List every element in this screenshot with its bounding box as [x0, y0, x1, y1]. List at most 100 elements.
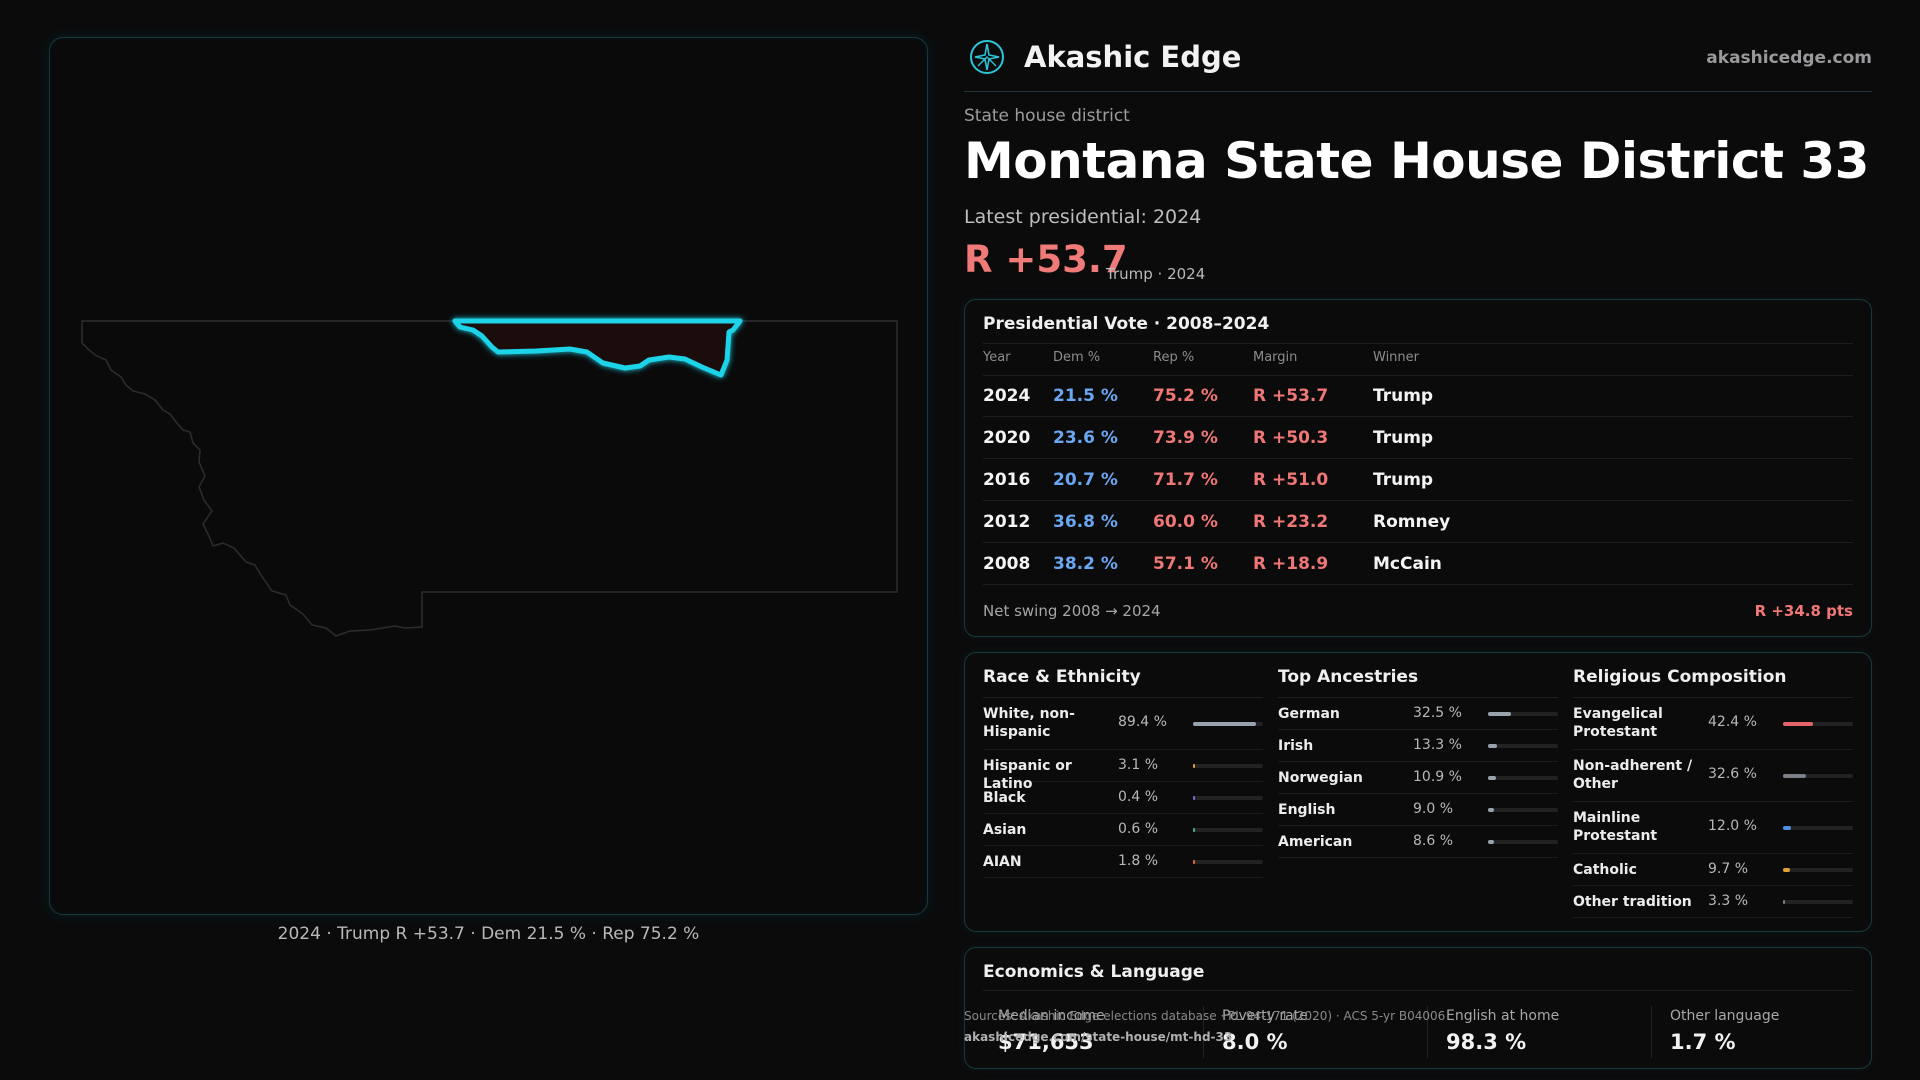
cell-winner: McCain — [1373, 554, 1442, 574]
item-label: AIAN — [983, 854, 1022, 870]
percent-bar — [1783, 826, 1853, 830]
list-item: English 9.0 % — [1278, 794, 1558, 826]
percent-bar-fill — [1783, 900, 1786, 904]
table-row: 2024 21.5 % 75.2 % R +53.7 Trump — [983, 375, 1853, 417]
cell-margin: R +51.0 — [1253, 470, 1329, 490]
item-label: Evangelical Protestant — [1573, 706, 1663, 740]
table-row: 2008 38.2 % 57.1 % R +18.9 McCain — [983, 543, 1853, 585]
percent-bar — [1193, 764, 1263, 768]
map-caption: 2024 · Trump R +53.7 · Dem 21.5 % · Rep … — [277, 924, 700, 944]
cell-dem: 20.7 % — [1053, 470, 1118, 490]
item-value: 89.4 % — [1118, 714, 1167, 730]
brand-name: Akashic Edge — [1024, 40, 1242, 74]
table-row: 2020 23.6 % 73.9 % R +50.3 Trump — [983, 417, 1853, 459]
list-item: White, non-Hispanic 89.4 % — [983, 698, 1263, 750]
item-label: American — [1278, 834, 1353, 850]
item-value: 9.7 % — [1708, 861, 1749, 877]
sources-footer: Sources: Akashic Edge elections database… — [964, 1006, 1445, 1048]
divider — [1278, 697, 1558, 698]
percent-bar — [1488, 712, 1558, 716]
list-item: Norwegian 10.9 % — [1278, 762, 1558, 794]
divider — [1203, 1006, 1204, 1058]
economics-card: Economics & Language Median income $71,65… — [964, 947, 1872, 1069]
cell-rep: 71.7 % — [1153, 470, 1218, 490]
percent-bar-fill — [1193, 722, 1256, 726]
list-item: Irish 13.3 % — [1278, 730, 1558, 762]
percent-bar — [1783, 868, 1853, 872]
cell-winner: Trump — [1373, 386, 1434, 406]
brand-url-link[interactable]: akashicedge.com — [1706, 48, 1872, 68]
percent-bar — [1783, 722, 1853, 726]
list-item: Mainline Protestant 12.0 % — [1573, 802, 1853, 854]
stat-cell: Other language 1.7 % — [1655, 1008, 1865, 1064]
cell-year: 2024 — [983, 386, 1031, 406]
item-value: 10.9 % — [1413, 769, 1462, 785]
cell-year: 2008 — [983, 554, 1031, 574]
percent-bar-fill — [1783, 774, 1806, 778]
cell-rep: 75.2 % — [1153, 386, 1218, 406]
percent-bar-fill — [1193, 828, 1195, 832]
district-map[interactable] — [50, 38, 929, 916]
cell-year: 2020 — [983, 428, 1031, 448]
percent-bar-fill — [1488, 712, 1511, 716]
item-value: 3.3 % — [1708, 893, 1749, 909]
race-ethnicity-section: Race & Ethnicity White, non-Hispanic 89.4… — [983, 653, 1263, 931]
cell-winner: Trump — [1373, 470, 1434, 490]
sources-line: Sources: Akashic Edge elections database… — [964, 1009, 1446, 1023]
sources-url-link[interactable]: akashicedge.com/state-house/mt-hd-33 — [964, 1030, 1233, 1044]
cell-rep: 73.9 % — [1153, 428, 1218, 448]
percent-bar-fill — [1488, 840, 1495, 844]
item-label: White, non-Hispanic — [983, 706, 1075, 740]
cell-dem: 36.8 % — [1053, 512, 1118, 532]
stat-value: 8.0 % — [1222, 1030, 1288, 1054]
religion-title: Religious Composition — [1573, 667, 1787, 687]
percent-bar-fill — [1783, 868, 1790, 872]
cell-winner: Trump — [1373, 428, 1434, 448]
percent-bar-fill — [1488, 776, 1496, 780]
table-row: 2016 20.7 % 71.7 % R +51.0 Trump — [983, 459, 1853, 501]
col-header-dem: Dem % — [1053, 350, 1101, 365]
presidential-vote-title: Presidential Vote · 2008–2024 — [983, 314, 1270, 334]
item-value: 42.4 % — [1708, 714, 1757, 730]
district-33-shape[interactable] — [452, 318, 743, 378]
divider — [983, 375, 1853, 376]
list-item: American 8.6 % — [1278, 826, 1558, 858]
item-value: 32.5 % — [1413, 705, 1462, 721]
percent-bar-fill — [1783, 826, 1792, 830]
item-label: German — [1278, 706, 1340, 722]
cell-rep: 57.1 % — [1153, 554, 1218, 574]
demographics-card: Race & Ethnicity White, non-Hispanic 89.4… — [964, 652, 1872, 932]
stat-label: Other language — [1670, 1008, 1780, 1024]
list-item: Black 0.4 % — [983, 782, 1263, 814]
percent-bar-fill — [1488, 744, 1498, 748]
percent-bar-fill — [1783, 722, 1813, 726]
item-value: 9.0 % — [1413, 801, 1454, 817]
percent-bar-fill — [1193, 860, 1195, 864]
stat-cell: Median income $71,653 — [983, 1008, 1193, 1064]
percent-bar — [1488, 808, 1558, 812]
percent-bar — [1193, 828, 1263, 832]
cell-dem: 23.6 % — [1053, 428, 1118, 448]
headline-margin-subtitle: Trump · 2024 — [1106, 265, 1206, 283]
divider — [1427, 1006, 1428, 1058]
page-kicker: State house district — [964, 106, 1130, 126]
list-item: AIAN 1.8 % — [983, 846, 1263, 878]
map-panel — [49, 37, 928, 915]
headline-margin: R +53.7 — [964, 238, 1128, 281]
item-label: Black — [983, 790, 1026, 806]
ancestry-title: Top Ancestries — [1278, 667, 1419, 687]
item-value: 3.1 % — [1118, 757, 1159, 773]
percent-bar — [1783, 774, 1853, 778]
item-label: Asian — [983, 822, 1027, 838]
item-value: 1.8 % — [1118, 853, 1159, 869]
cell-dem: 21.5 % — [1053, 386, 1118, 406]
brand-header: Akashic Edge akashicedge.com — [964, 34, 1872, 92]
item-label: Other tradition — [1573, 894, 1692, 910]
list-item: Other tradition 3.3 % — [1573, 886, 1853, 918]
cell-margin: R +50.3 — [1253, 428, 1329, 448]
col-header-year: Year — [983, 350, 1011, 365]
net-swing-value: R +34.8 pts — [1754, 602, 1853, 620]
compass-star-icon[interactable] — [968, 38, 1006, 76]
cell-rep: 60.0 % — [1153, 512, 1218, 532]
percent-bar — [1488, 840, 1558, 844]
